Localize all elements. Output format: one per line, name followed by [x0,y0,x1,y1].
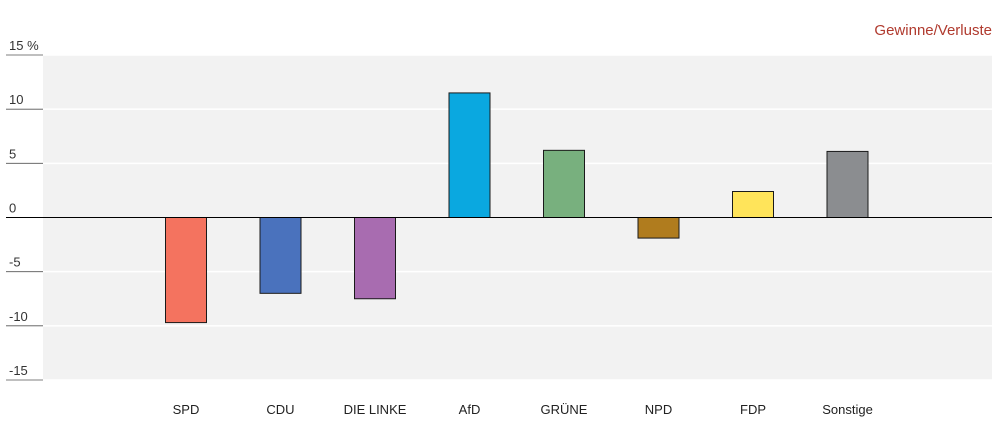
x-tick-label: SPD [173,402,200,417]
bar-fdp [732,191,774,218]
x-tick-label: DIE LINKE [344,402,407,417]
bar-die-linke [354,217,396,300]
chart-title: Gewinne/Verluste [874,22,992,39]
x-tick-label: FDP [740,402,766,417]
x-tick-label: CDU [266,402,294,417]
x-tick-label: NPD [645,402,672,417]
bar-sonstige [826,150,869,219]
y-tick-label: 15 % [9,38,39,53]
y-tick-label: 5 [9,146,16,161]
y-tick-label: -10 [9,309,28,324]
x-tick-label: AfD [459,402,481,417]
bar-npd [637,217,680,239]
y-tick-label: -5 [9,255,21,270]
y-axis: 15 % 10 5 0 -5 -10 -15 [6,38,43,381]
x-tick-label: Sonstige [822,402,873,417]
bar-spd [165,217,207,324]
y-tick-label: 0 [9,201,16,216]
bar-cdu [259,217,302,294]
y-tick-label: 10 [9,92,23,107]
y-tick-label: -15 [9,363,28,378]
bars [165,92,869,324]
x-axis: SPD CDU DIE LINKE AfD GRÜNE NPD FDP Sonstige [173,402,873,417]
bar-afd [448,92,491,218]
bar-grüne [543,149,585,218]
x-tick-label: GRÜNE [541,402,588,417]
